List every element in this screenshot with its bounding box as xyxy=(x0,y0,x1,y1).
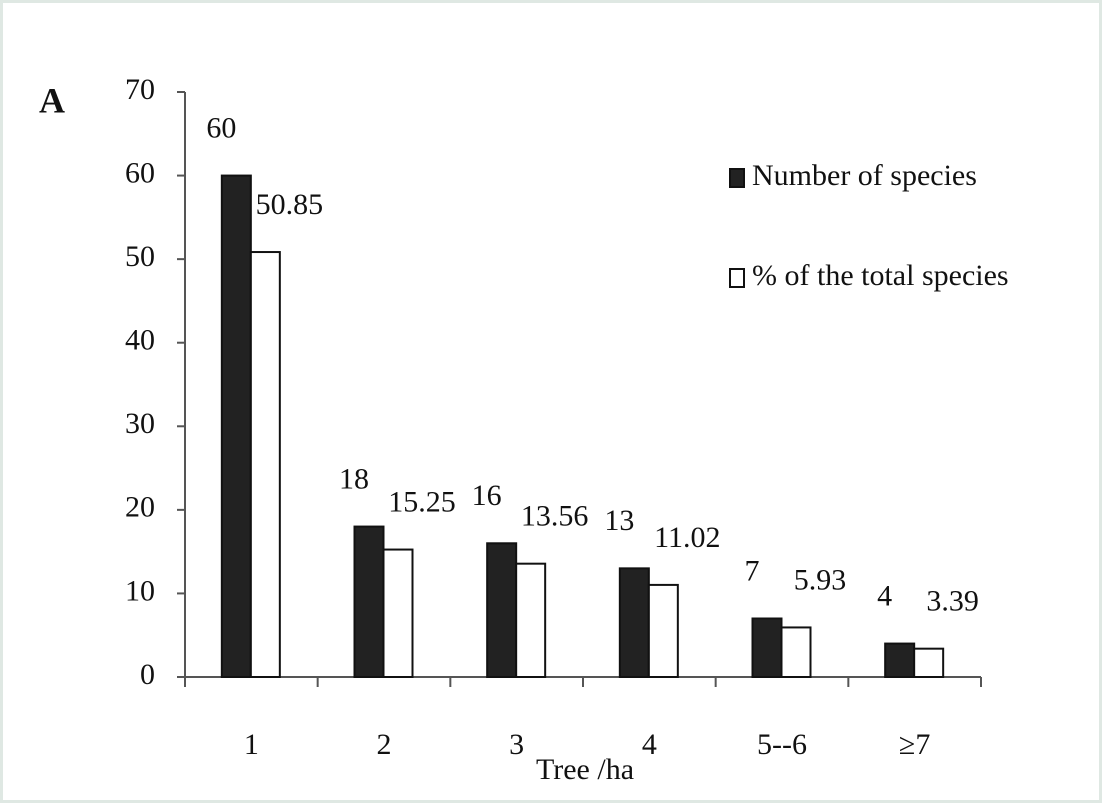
value-label: 13 xyxy=(604,504,634,537)
y-tick-label: 50 xyxy=(125,240,155,273)
bar xyxy=(355,527,384,677)
bar xyxy=(782,627,811,677)
x-tick-label: 5--6 xyxy=(757,728,807,761)
value-label: 3.39 xyxy=(926,585,979,618)
x-tick-label: 2 xyxy=(377,728,392,761)
y-tick-label: 60 xyxy=(125,156,155,189)
bar xyxy=(516,564,545,677)
x-tick-label: ≥7 xyxy=(899,728,930,761)
bar xyxy=(753,619,782,678)
y-tick-label: 30 xyxy=(125,407,155,440)
y-tick-label: 70 xyxy=(125,73,155,106)
x-tick-label: 1 xyxy=(244,728,259,761)
legend-label: Number of species xyxy=(752,159,977,192)
x-axis-label: Tree /ha xyxy=(536,753,634,786)
value-label: 18 xyxy=(339,462,369,495)
value-label: 5.93 xyxy=(794,563,847,596)
bar xyxy=(914,649,943,677)
bar xyxy=(222,176,251,677)
value-label: 7 xyxy=(745,554,760,587)
value-label: 13.56 xyxy=(521,500,589,533)
value-label: 11.02 xyxy=(654,521,720,554)
y-tick-label: 40 xyxy=(125,324,155,357)
legend-swatch xyxy=(730,269,744,287)
legend-swatch xyxy=(730,169,744,187)
bar xyxy=(620,568,649,677)
y-tick-label: 10 xyxy=(125,574,155,607)
x-tick-label: 4 xyxy=(642,728,657,761)
x-tick-label: 3 xyxy=(509,728,524,761)
value-label: 50.85 xyxy=(256,188,324,221)
value-label: 4 xyxy=(877,579,892,612)
panel-label: A xyxy=(39,80,65,120)
value-label: 16 xyxy=(472,479,502,512)
bar xyxy=(384,550,413,677)
bar xyxy=(487,543,516,677)
legend-label: % of the total species xyxy=(752,259,1009,292)
chart: A Tree /ha 0 10 20 30 40 50 60 70 1 60 50.85 2 18 15.… xyxy=(0,0,1102,803)
y-tick-label: 0 xyxy=(140,658,155,691)
y-tick-label: 20 xyxy=(125,491,155,524)
bar xyxy=(885,644,914,677)
frame xyxy=(0,0,1102,803)
value-label: 60 xyxy=(206,111,236,144)
bar xyxy=(251,252,280,677)
bar xyxy=(649,585,678,677)
value-label: 15.25 xyxy=(388,485,456,518)
